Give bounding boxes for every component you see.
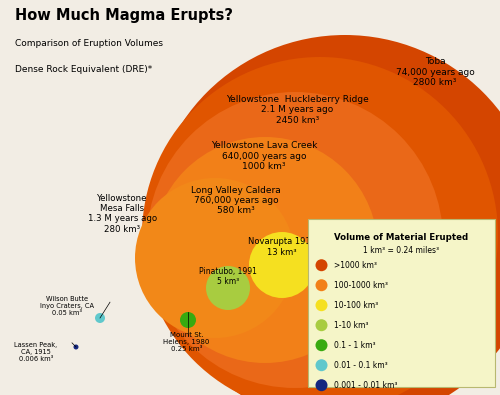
Circle shape [316, 359, 328, 371]
Text: 0.001 - 0.01 km³: 0.001 - 0.01 km³ [334, 381, 397, 390]
Circle shape [316, 299, 328, 311]
Circle shape [316, 259, 328, 271]
Text: Yellowstone  Huckleberry Ridge
2.1 M years ago
2450 km³: Yellowstone Huckleberry Ridge 2.1 M year… [226, 95, 369, 124]
Circle shape [316, 379, 328, 391]
Text: 100-1000 km³: 100-1000 km³ [334, 281, 388, 290]
Text: Mount St.
Helens, 1980
0.25 km³: Mount St. Helens, 1980 0.25 km³ [164, 332, 210, 352]
Text: Volume of Material Erupted: Volume of Material Erupted [334, 233, 468, 242]
Circle shape [147, 92, 443, 388]
Text: Yellowstone Lava Creek
640,000 years ago
1000 km³: Yellowstone Lava Creek 640,000 years ago… [211, 141, 317, 171]
Text: 1 km³ = 0.24 miles³: 1 km³ = 0.24 miles³ [363, 246, 440, 255]
FancyBboxPatch shape [308, 219, 495, 387]
Text: Yellowstone
Mesa Falls
1.3 M years ago
280 km³: Yellowstone Mesa Falls 1.3 M years ago 2… [88, 194, 157, 234]
Text: Pinatubo, 1991
5 km³: Pinatubo, 1991 5 km³ [199, 267, 257, 286]
Circle shape [249, 232, 315, 298]
Text: Wilson Butte
Inyo Craters, CA
0.05 km³: Wilson Butte Inyo Craters, CA 0.05 km³ [40, 296, 94, 316]
Text: >1000 km³: >1000 km³ [334, 261, 376, 270]
Circle shape [152, 137, 378, 363]
Text: Long Valley Caldera
760,000 years ago
580 km³: Long Valley Caldera 760,000 years ago 58… [191, 186, 281, 215]
Text: 0.1 - 1 km³: 0.1 - 1 km³ [334, 341, 375, 350]
Text: Comparison of Eruption Volumes: Comparison of Eruption Volumes [15, 40, 163, 49]
Text: Toba
74,000 years ago
2800 km³: Toba 74,000 years ago 2800 km³ [396, 57, 474, 87]
Circle shape [316, 279, 328, 291]
Text: 1-10 km³: 1-10 km³ [334, 321, 368, 330]
Text: Lassen Peak,
CA, 1915
0.006 km³: Lassen Peak, CA, 1915 0.006 km³ [14, 342, 58, 362]
Text: 0.01 - 0.1 km³: 0.01 - 0.1 km³ [334, 361, 387, 370]
Circle shape [95, 313, 105, 323]
Text: Dense Rock Equivalent (DRE)*: Dense Rock Equivalent (DRE)* [15, 65, 152, 74]
Circle shape [142, 57, 498, 395]
Text: Novarupta 1912
13 km³: Novarupta 1912 13 km³ [248, 237, 316, 257]
Circle shape [150, 35, 500, 395]
Circle shape [135, 178, 295, 338]
Text: How Much Magma Erupts?: How Much Magma Erupts? [15, 8, 233, 23]
Circle shape [74, 344, 78, 350]
Circle shape [180, 312, 196, 328]
Circle shape [316, 339, 328, 351]
Circle shape [206, 266, 250, 310]
Circle shape [316, 319, 328, 331]
Text: 10-100 km³: 10-100 km³ [334, 301, 378, 310]
